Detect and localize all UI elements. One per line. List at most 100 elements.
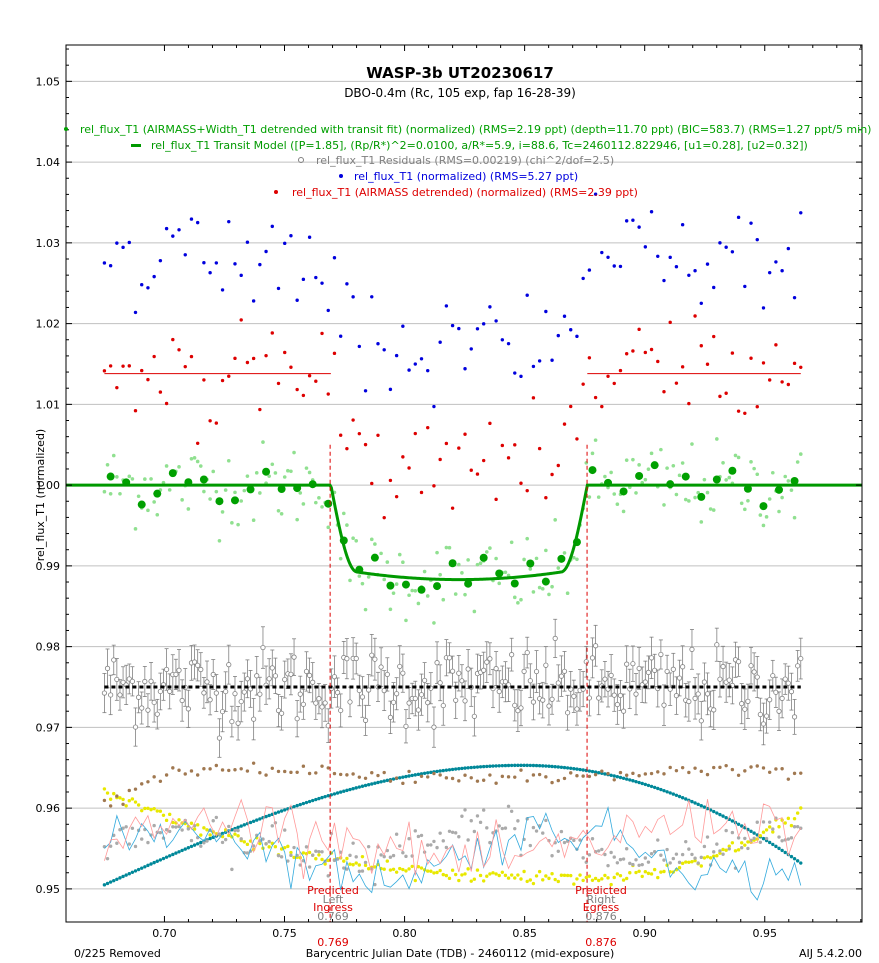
airmass-aux-point xyxy=(649,784,654,789)
width-aux-point xyxy=(283,845,287,850)
sky-aux-point xyxy=(593,772,598,777)
raw-flux-point xyxy=(376,342,380,346)
airmass-aux-point xyxy=(180,848,184,853)
sky-aux-point xyxy=(438,773,442,777)
grey-aux-point xyxy=(444,845,449,850)
detrended-point xyxy=(177,465,181,469)
width-aux-point xyxy=(158,809,163,813)
residual-point xyxy=(431,724,437,730)
detrended-point xyxy=(391,591,396,595)
residual-point xyxy=(664,668,670,675)
residual-point xyxy=(527,678,533,684)
airmass-detrended-point xyxy=(289,365,293,369)
detrended-point xyxy=(540,587,545,591)
residual-point xyxy=(422,677,428,684)
airmass-aux-point xyxy=(724,816,728,820)
width-aux-point xyxy=(556,879,560,884)
raw-flux-point xyxy=(214,261,219,265)
airmass-aux-point xyxy=(516,763,520,768)
residual-point xyxy=(555,680,561,686)
residual-point xyxy=(216,735,223,741)
grey-aux-point xyxy=(171,825,175,829)
residual-point xyxy=(533,668,540,675)
grey-aux-point xyxy=(102,844,107,849)
x-tick-label: 0.90 xyxy=(632,927,657,940)
airmass-detrended-point xyxy=(606,374,610,378)
raw-flux-point xyxy=(102,261,107,265)
width-aux-point xyxy=(454,872,458,877)
detrended-point xyxy=(615,502,620,506)
width-aux-point xyxy=(562,873,567,878)
grey-aux-point xyxy=(432,839,436,844)
airmass-detrended-point xyxy=(413,431,417,436)
airmass-aux-point xyxy=(799,861,803,865)
grey-aux-point xyxy=(239,837,243,841)
width-aux-point xyxy=(127,799,131,803)
sky-aux-point xyxy=(500,774,505,779)
grey-aux-point xyxy=(777,835,781,839)
airmass-aux-point xyxy=(236,825,240,829)
grey-aux-point xyxy=(715,842,719,846)
detrended-point xyxy=(631,457,635,462)
grey-aux-point xyxy=(587,853,592,857)
grey-aux-point xyxy=(544,818,548,823)
raw-flux-point xyxy=(774,260,778,264)
grey-aux-point xyxy=(152,823,156,828)
detrended-point xyxy=(388,607,393,612)
sky-aux-point xyxy=(693,766,697,770)
width-aux-point xyxy=(587,874,592,878)
airmass-aux-point xyxy=(413,773,417,777)
detrended-binned-point xyxy=(728,466,737,475)
airmass-aux-point xyxy=(370,782,374,786)
grey-aux-point xyxy=(668,861,672,865)
grey-aux-point xyxy=(600,847,604,852)
airmass-aux-point xyxy=(780,848,784,853)
raw-flux-point xyxy=(699,301,703,306)
detrended-point xyxy=(338,556,343,561)
grey-aux-point xyxy=(115,841,119,845)
airmass-aux-point xyxy=(637,780,641,785)
raw-flux-point xyxy=(506,341,511,346)
detrended-point xyxy=(534,556,539,561)
airmass-detrended-point xyxy=(469,468,473,472)
airmass-aux-point xyxy=(506,763,511,768)
width-aux-point xyxy=(600,877,604,881)
airmass-aux-point xyxy=(761,836,766,841)
sky-aux-point xyxy=(177,768,181,772)
airmass-detrended-point xyxy=(307,373,312,378)
detrended-point xyxy=(649,451,654,456)
residual-point xyxy=(782,676,788,682)
airmass-aux-point xyxy=(391,777,396,781)
raw-flux-point xyxy=(326,308,330,313)
raw-flux-point xyxy=(208,271,212,275)
width-aux-point xyxy=(382,867,386,871)
airmass-aux-point xyxy=(618,775,623,780)
y-tick-label: 0.97 xyxy=(36,721,61,734)
width-aux-point xyxy=(478,873,483,878)
residual-point xyxy=(366,687,372,693)
marker-labels-ingress: Predicted Left Ingress 0.769 0.769 xyxy=(307,884,359,949)
raw-flux-point xyxy=(239,273,243,278)
sky-aux-point xyxy=(419,774,424,778)
sky-aux-point xyxy=(345,773,349,777)
airmass-aux-point xyxy=(572,766,576,771)
detrended-binned-point xyxy=(246,485,255,494)
airmass-detrended-point xyxy=(699,344,703,348)
residual-point xyxy=(229,718,235,725)
airmass-aux-point xyxy=(354,786,358,790)
detrended-point xyxy=(453,592,458,596)
width-aux-point xyxy=(799,806,803,810)
raw-flux-point xyxy=(357,344,362,349)
detrended-point xyxy=(643,477,648,482)
grey-aux-point xyxy=(612,855,616,859)
grey-aux-point xyxy=(245,851,250,855)
airmass-aux-point xyxy=(721,814,725,818)
grey-aux-point xyxy=(230,867,234,872)
sky-aux-point xyxy=(320,764,324,768)
detrended-point xyxy=(295,517,299,522)
detrended-point xyxy=(136,494,141,499)
residual-point xyxy=(549,696,555,702)
airmass-aux-point xyxy=(398,776,402,780)
airmass-detrended-point xyxy=(463,432,467,436)
width-aux-point xyxy=(746,840,750,844)
